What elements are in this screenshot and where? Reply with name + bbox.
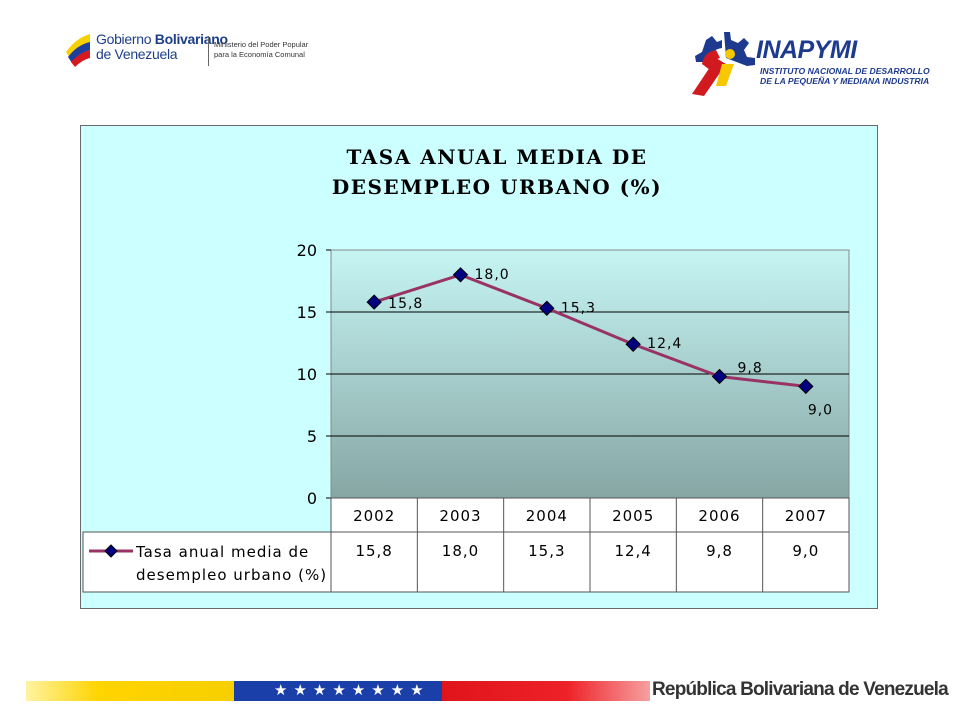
data-point-marker (366, 294, 382, 310)
data-label: 15,8 (388, 296, 423, 312)
x-tick-label: 2007 (785, 507, 827, 525)
data-label: 18,0 (475, 267, 510, 283)
y-tick-label: 20 (297, 241, 317, 260)
table-value-cell: 12,4 (614, 542, 651, 560)
footer-banner: ★★★★★★★★ República Bolivariana de Venezu… (26, 679, 949, 703)
x-tick-label: 2004 (526, 507, 568, 525)
y-tick-label: 10 (297, 365, 317, 384)
y-tick-label: 5 (307, 427, 317, 446)
flag-stripe-blue (234, 681, 442, 701)
flag-stripe-red (442, 681, 650, 701)
inapymi-name: INAPYMI (756, 36, 857, 64)
data-label: 9,8 (738, 360, 763, 376)
footer-republic-text: República Bolivariana de Venezuela (652, 679, 949, 700)
table-value-row (82, 531, 850, 593)
legend-label-line2: desempleo urbano (%) (136, 566, 327, 584)
data-point-marker (798, 378, 814, 395)
data-table: 2002 2003 2004 2005 2006 2007 15,8 18,0 15,3 12,4… (82, 497, 850, 593)
data-label: 12,4 (647, 336, 682, 352)
y-tick-label: 0 (307, 489, 317, 508)
gov-logo-ministry: Ministerio del Poder Popular para la Econ… (214, 40, 309, 59)
legend-marker-icon (104, 544, 118, 558)
line-chart: TASA ANUAL MEDIA DE DESEMPLEO URBANO (%)… (82, 145, 850, 593)
data-point-marker (452, 267, 469, 283)
data-label: 15,3 (561, 300, 596, 316)
legend-label-line1: Tasa anual media de (135, 543, 309, 561)
table-value-cell: 9,0 (792, 542, 819, 560)
y-axis: 0 5 10 15 20 (297, 241, 331, 508)
gobierno-bolivariano-logo: Gobierno Bolivariano de Venezuela Minist… (62, 30, 312, 74)
chart-panel: TASA ANUAL MEDIA DE DESEMPLEO URBANO (%)… (80, 125, 878, 609)
gridlines (331, 311, 849, 437)
gov-logo-divider (208, 36, 209, 66)
flag-stripe-yellow (26, 681, 234, 701)
x-tick-label: 2006 (698, 507, 740, 525)
stars-icon: ★★★★★★★★ (274, 682, 430, 699)
x-tick-label: 2002 (353, 507, 395, 525)
data-label: 9,0 (808, 402, 833, 418)
data-point-marker (711, 368, 728, 385)
chart-title-line1: TASA ANUAL MEDIA DE (346, 145, 647, 169)
data-point-marker (625, 336, 641, 352)
table-value-cell: 18,0 (442, 542, 479, 560)
inapymi-logo: INAPYMI INSTITUTO NACIONAL DE DESARROLLO… (686, 28, 936, 100)
x-tick-label: 2003 (439, 507, 481, 525)
inapymi-description: INSTITUTO NACIONAL DE DESARROLLO DE LA PE… (760, 66, 930, 86)
x-tick-label: 2005 (612, 507, 654, 525)
data-point-marker (539, 300, 555, 316)
table-value-cell: 9,8 (706, 542, 733, 560)
venezuela-flag-icon (66, 34, 90, 67)
gov-logo-title: Gobierno Bolivariano de Venezuela (96, 31, 228, 62)
y-tick-label: 15 (297, 303, 317, 322)
data-series: 15,8 18,0 15,3 12,4 9,8 9,0 (366, 267, 833, 418)
chart-title-line2: DESEMPLEO URBANO (%) (332, 175, 662, 199)
gear-icon (692, 32, 755, 96)
table-value-cell: 15,3 (528, 542, 565, 560)
series-line (373, 273, 807, 388)
table-value-cell: 15,8 (355, 542, 392, 560)
